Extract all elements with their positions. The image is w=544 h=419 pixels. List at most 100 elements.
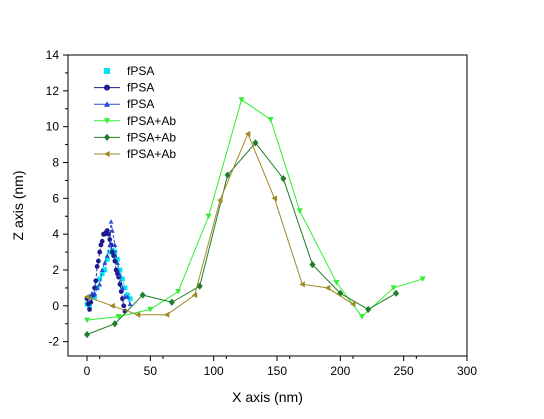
- data-point: [120, 285, 125, 290]
- plot-frame: [67, 54, 468, 357]
- data-point: [115, 260, 120, 265]
- data-point: [350, 301, 356, 308]
- data-point: [217, 197, 223, 204]
- data-point: [299, 281, 305, 288]
- data-point: [224, 171, 231, 179]
- data-point: [139, 291, 146, 299]
- data-point: [147, 306, 154, 313]
- data-point: [102, 260, 108, 265]
- legend-marker: [104, 68, 110, 74]
- data-point: [337, 289, 344, 297]
- data-point: [134, 311, 141, 318]
- data-point: [99, 271, 105, 276]
- legend-marker: [104, 84, 110, 91]
- legend-label: fPSA: [127, 64, 154, 78]
- data-point: [271, 195, 278, 202]
- data-point: [267, 116, 274, 123]
- y-tick-label: 14: [46, 48, 60, 62]
- data-point: [97, 281, 103, 287]
- data-point: [244, 130, 251, 137]
- legend-marker: [104, 151, 110, 157]
- data-point: [121, 303, 127, 309]
- data-point: [117, 281, 123, 287]
- data-point: [94, 285, 100, 290]
- data-point: [112, 242, 118, 247]
- data-point: [106, 231, 111, 237]
- legend-label: fPSA: [127, 81, 154, 95]
- data-point: [104, 256, 110, 262]
- data-point: [309, 261, 316, 269]
- data-point: [97, 249, 103, 255]
- legend-item: fPSA+Ab: [94, 130, 176, 144]
- data-point: [333, 279, 340, 286]
- data-point: [191, 292, 198, 299]
- legend-label: fPSA+Ab: [127, 147, 176, 161]
- y-tick-label: 6: [52, 191, 59, 205]
- data-point: [112, 258, 118, 264]
- data-point: [109, 302, 115, 309]
- y-tick-label: -2: [48, 335, 59, 349]
- x-tick-label: 250: [394, 364, 414, 378]
- x-tick-label: 200: [330, 364, 350, 378]
- series-4: [84, 97, 426, 324]
- x-tick-label: 0: [84, 364, 91, 378]
- legend-marker: [104, 101, 110, 107]
- x-tick-label: 50: [144, 364, 158, 378]
- data-point: [163, 311, 170, 318]
- data-point: [87, 307, 92, 312]
- data-point: [280, 175, 287, 183]
- data-point: [115, 256, 120, 262]
- legend: fPSA fPSA fPSA fPSA+Ab fPSA+Ab fPSA+Ab: [94, 64, 176, 161]
- data-point: [365, 305, 372, 314]
- data-point: [112, 249, 118, 255]
- y-tick-label: 12: [46, 84, 60, 98]
- axes: 0 50 100 150 200 250 300 -2 0 2 4 6 8 10 12 14: [46, 48, 478, 378]
- legend-label: fPSA+Ab: [127, 130, 176, 144]
- series-6: [84, 130, 356, 318]
- x-tick-label: 150: [267, 364, 287, 378]
- data-point: [419, 276, 426, 282]
- data-point: [84, 330, 90, 339]
- data-point: [120, 276, 125, 282]
- data-point: [94, 264, 100, 269]
- x-tick-label: 300: [457, 364, 477, 378]
- data-point: [127, 296, 133, 302]
- data-point: [102, 267, 108, 273]
- data-point: [88, 299, 94, 305]
- data-point: [117, 272, 123, 278]
- legend-item: fPSA: [94, 97, 154, 111]
- series-line: [86, 98, 423, 321]
- x-axis-title: X axis (nm): [232, 389, 303, 405]
- series-3: [87, 219, 133, 307]
- data-point: [125, 294, 130, 299]
- data-point: [238, 97, 245, 103]
- data-point: [107, 237, 113, 242]
- data-point: [111, 320, 118, 328]
- legend-item: fPSA+Ab: [94, 114, 176, 128]
- data-point: [175, 288, 182, 295]
- data-point: [393, 289, 400, 297]
- y-tick-label: 10: [46, 120, 60, 134]
- data-point: [93, 278, 99, 284]
- y-tick-label: 0: [52, 299, 59, 313]
- series-layer: [84, 97, 426, 339]
- legend-marker: [104, 118, 110, 124]
- data-point: [97, 276, 103, 282]
- data-point: [168, 298, 175, 306]
- y-tick-label: 2: [52, 263, 59, 277]
- data-point: [252, 139, 259, 147]
- data-point: [84, 293, 90, 300]
- series-line: [86, 142, 397, 335]
- legend-label: fPSA: [127, 97, 154, 111]
- data-point: [117, 267, 123, 273]
- data-point: [104, 253, 110, 258]
- y-tick-label: 4: [52, 227, 59, 241]
- data-point: [99, 238, 105, 244]
- data-point: [122, 285, 128, 291]
- data-point: [84, 317, 90, 324]
- data-point: [296, 208, 303, 214]
- data-point: [390, 285, 397, 291]
- legend-item: fPSA: [104, 64, 154, 78]
- legend-item: fPSA+Ab: [94, 147, 176, 161]
- y-axis-title: Z axis (nm): [10, 171, 26, 241]
